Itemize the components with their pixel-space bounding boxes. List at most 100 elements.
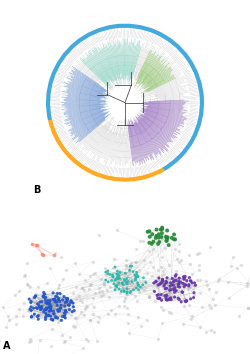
Point: [159, 280, 163, 286]
Point: [168, 296, 172, 302]
Point: [182, 321, 186, 327]
Point: [113, 264, 117, 270]
Point: [95, 338, 99, 344]
Point: [46, 313, 50, 318]
Point: [195, 251, 199, 257]
Point: [13, 292, 17, 297]
Point: [124, 262, 128, 268]
Point: [180, 289, 184, 295]
Point: [88, 282, 92, 288]
Point: [30, 241, 34, 247]
Point: [128, 265, 132, 270]
Point: [174, 288, 178, 293]
Point: [36, 284, 40, 290]
Point: [169, 287, 173, 292]
Point: [70, 309, 74, 315]
Point: [184, 298, 188, 304]
Point: [147, 240, 151, 246]
Point: [157, 239, 161, 245]
Point: [179, 257, 183, 262]
Point: [161, 307, 165, 313]
Point: [17, 288, 21, 293]
Point: [177, 281, 181, 287]
Point: [157, 232, 161, 237]
Point: [164, 238, 168, 244]
Point: [171, 282, 175, 288]
Point: [216, 278, 220, 284]
Point: [29, 300, 33, 306]
Point: [177, 241, 181, 247]
Point: [26, 307, 30, 313]
Point: [111, 274, 115, 280]
Point: [150, 231, 154, 237]
Point: [64, 309, 68, 315]
Point: [168, 284, 172, 289]
Point: [93, 290, 97, 296]
Point: [160, 276, 164, 282]
Point: [59, 254, 63, 259]
Point: [192, 280, 196, 286]
Point: [235, 265, 239, 271]
Point: [64, 296, 68, 301]
Point: [91, 295, 95, 300]
Point: [156, 292, 160, 297]
Point: [113, 284, 117, 290]
Point: [188, 284, 192, 290]
Point: [165, 297, 169, 303]
Point: [31, 294, 35, 300]
Point: [57, 282, 61, 288]
Point: [52, 308, 56, 314]
Point: [246, 281, 250, 286]
Point: [182, 276, 186, 282]
Point: [29, 299, 33, 304]
Point: [35, 242, 39, 248]
Point: [60, 314, 64, 319]
Point: [44, 295, 48, 300]
Point: [54, 293, 58, 299]
Point: [134, 285, 138, 291]
Point: [126, 280, 130, 286]
Point: [112, 256, 116, 262]
Point: [96, 319, 100, 325]
Point: [36, 306, 40, 311]
Point: [173, 285, 177, 291]
Point: [96, 314, 100, 319]
Point: [41, 293, 45, 298]
Point: [217, 276, 221, 282]
Point: [147, 248, 151, 253]
Point: [130, 263, 134, 269]
Point: [200, 304, 204, 310]
Point: [156, 267, 160, 272]
Point: [154, 280, 158, 286]
Point: [163, 281, 167, 287]
Point: [51, 317, 55, 323]
Point: [165, 292, 169, 298]
Point: [172, 246, 176, 252]
Point: [134, 274, 138, 279]
Point: [183, 298, 187, 304]
Point: [121, 285, 125, 291]
Point: [44, 300, 48, 306]
Point: [62, 339, 66, 345]
Point: [43, 297, 47, 303]
Point: [197, 267, 201, 273]
Point: [106, 268, 110, 274]
Point: [183, 274, 187, 279]
Point: [4, 344, 8, 350]
Point: [177, 279, 181, 284]
Point: [138, 323, 142, 329]
Point: [194, 282, 198, 288]
Point: [226, 279, 230, 285]
Point: [161, 278, 165, 284]
Point: [57, 296, 61, 301]
Point: [239, 262, 243, 268]
Point: [173, 287, 177, 293]
Point: [141, 282, 145, 287]
Point: [154, 279, 158, 284]
Point: [139, 285, 143, 290]
Point: [237, 313, 241, 319]
Point: [148, 234, 152, 240]
Point: [165, 228, 169, 233]
Point: [117, 273, 121, 279]
Point: [144, 280, 148, 285]
